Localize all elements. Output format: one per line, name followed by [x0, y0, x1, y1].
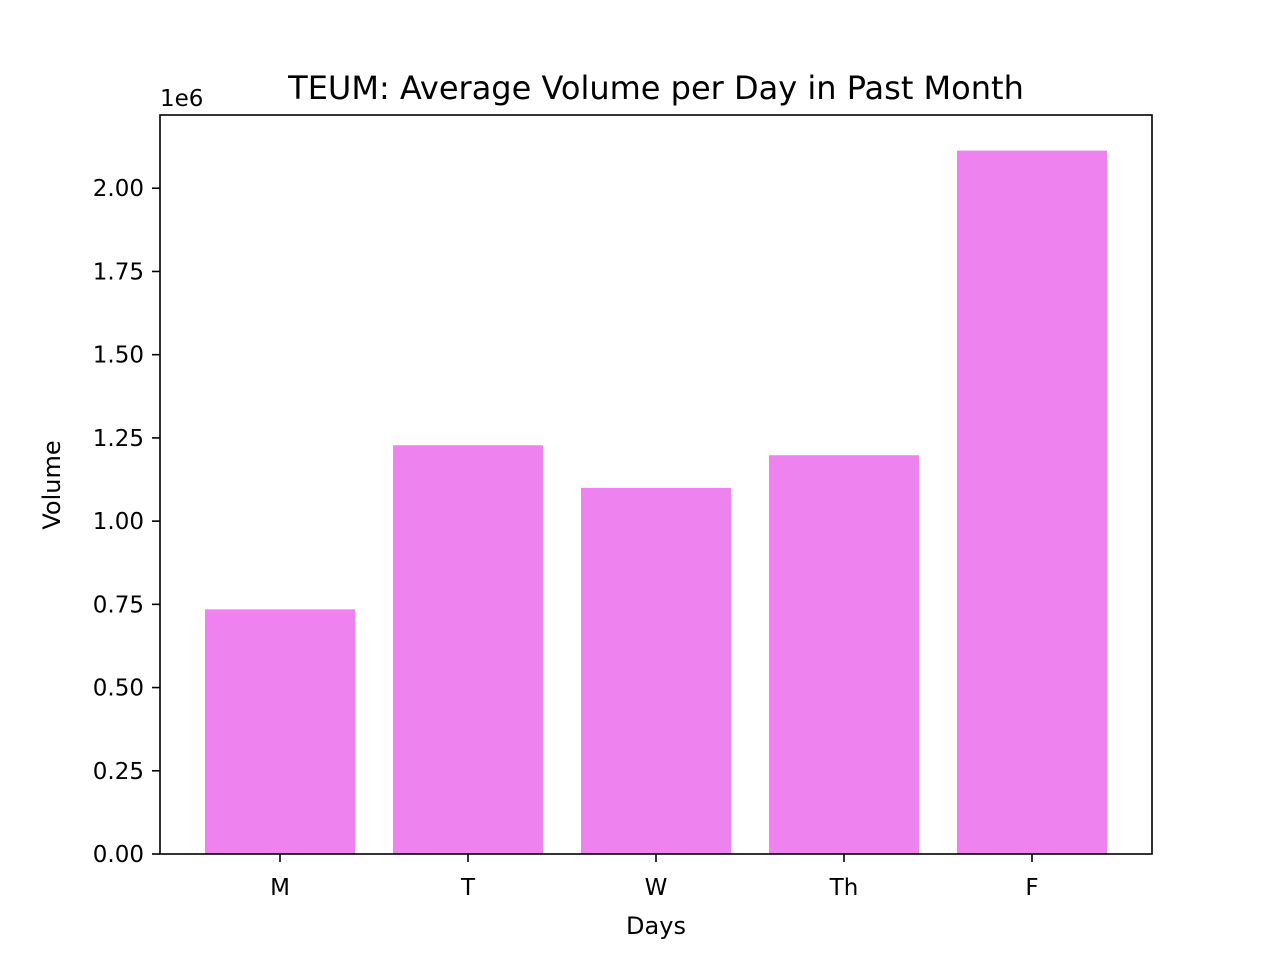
- x-tick-label: F: [1025, 875, 1038, 901]
- y-axis-offset-label: 1e6: [160, 86, 203, 112]
- x-axis-label: Days: [626, 912, 686, 940]
- y-tick-label: 1.00: [93, 509, 144, 535]
- x-tick-label: W: [645, 875, 668, 901]
- y-tick-label: 0.00: [93, 842, 144, 868]
- x-tick-label: M: [270, 875, 290, 901]
- y-axis-ticks: 0.00 0.25 0.50 0.75 1.00 1.25 1.50 1.75 2.00: [93, 176, 160, 868]
- y-tick-label: 1.75: [93, 259, 144, 285]
- bars-group: [205, 150, 1107, 854]
- bar-m: [205, 609, 355, 854]
- y-axis-label: Volume: [38, 440, 66, 529]
- bar-w: [581, 487, 731, 854]
- y-tick-label: 0.25: [93, 759, 144, 785]
- bar-t: [393, 445, 543, 854]
- y-tick-label: 1.25: [93, 426, 144, 452]
- y-tick-label: 0.75: [93, 592, 144, 618]
- y-tick-label: 0.50: [93, 676, 144, 702]
- x-tick-label: Th: [829, 875, 859, 901]
- y-tick-label: 2.00: [93, 176, 144, 202]
- x-tick-label: T: [460, 875, 476, 901]
- bar-th: [769, 455, 919, 854]
- plot-frame: [159, 114, 1153, 855]
- y-tick-label: 1.50: [93, 343, 144, 369]
- bar-f: [957, 150, 1107, 854]
- chart-title: TEUM: Average Volume per Day in Past Mon…: [287, 69, 1024, 107]
- x-axis-ticks: M T W Th F: [270, 854, 1039, 901]
